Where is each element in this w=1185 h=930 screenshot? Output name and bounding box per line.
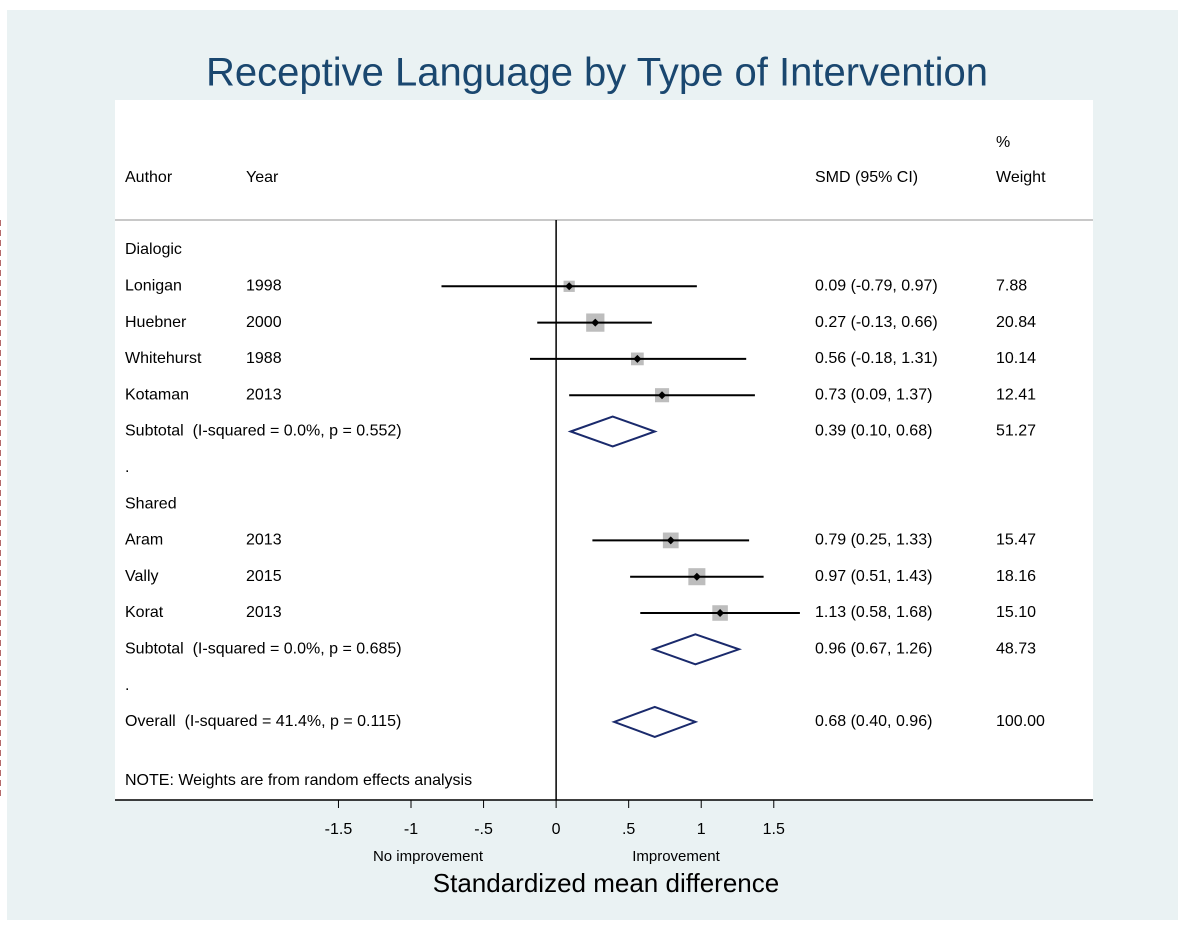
point xyxy=(666,536,675,545)
point xyxy=(591,318,600,327)
weight-label: 10.14 xyxy=(996,350,1036,367)
x-tick-label: -.5 xyxy=(474,821,493,838)
ci-label: 0.79 (0.25, 1.33) xyxy=(815,532,932,549)
point xyxy=(565,282,574,291)
header: % xyxy=(996,134,1010,151)
year: 1998 xyxy=(246,278,282,295)
ci-label: 0.39 (0.10, 0.68) xyxy=(815,423,932,440)
x-tick-label: -1 xyxy=(404,821,418,838)
x-tick-label: 1.5 xyxy=(763,821,785,838)
row-label: Shared xyxy=(125,495,177,512)
ci-label: 0.68 (0.40, 0.96) xyxy=(815,713,932,730)
x-tick-label: -1.5 xyxy=(325,821,353,838)
ci-label: 0.73 (0.09, 1.37) xyxy=(815,386,932,403)
row-label: Subtotal (I-squared = 0.0%, p = 0.685) xyxy=(125,641,402,658)
ci-label: 0.27 (-0.13, 0.66) xyxy=(815,314,938,331)
point xyxy=(716,609,725,617)
point xyxy=(658,391,667,400)
ci-label: 0.97 (0.51, 1.43) xyxy=(815,568,932,585)
year: 2013 xyxy=(246,386,282,403)
diamond xyxy=(567,415,658,448)
ci-label: 1.13 (0.58, 1.68) xyxy=(815,604,932,621)
author: Korat xyxy=(125,604,164,621)
header: Author xyxy=(125,169,173,186)
diamond xyxy=(650,633,743,666)
ci-label: 0.09 (-0.79, 0.97) xyxy=(815,278,938,295)
weight-label: 7.88 xyxy=(996,278,1027,295)
plot-area xyxy=(115,100,1093,800)
author: Aram xyxy=(125,532,163,549)
x-tick-label: 0 xyxy=(552,821,561,838)
point xyxy=(692,572,701,581)
left-note: No improvement xyxy=(373,848,484,865)
year: 2015 xyxy=(246,568,282,585)
weight-label: 100.00 xyxy=(996,713,1045,730)
x-axis-title: Standardized mean difference xyxy=(433,868,779,898)
ci-label: 0.56 (-0.18, 1.31) xyxy=(815,350,938,367)
chart-title: Receptive Language by Type of Interventi… xyxy=(206,51,988,95)
weight-label: 15.47 xyxy=(996,532,1036,549)
note: NOTE: Weights are from random effects an… xyxy=(125,772,472,789)
header: SMD (95% CI) xyxy=(815,169,918,186)
weight-label: 51.27 xyxy=(996,423,1036,440)
ci-label: 0.96 (0.67, 1.26) xyxy=(815,641,932,658)
author: Kotaman xyxy=(125,386,189,403)
diamond xyxy=(611,705,699,738)
weight-label: 15.10 xyxy=(996,604,1036,621)
x-tick-label: .5 xyxy=(622,821,635,838)
year: 2000 xyxy=(246,314,282,331)
weight-label: 20.84 xyxy=(996,314,1036,331)
row-label: Dialogic xyxy=(125,241,182,258)
point xyxy=(633,354,642,363)
row-label: . xyxy=(125,459,129,476)
row-label: Subtotal (I-squared = 0.0%, p = 0.552) xyxy=(125,423,402,440)
weight-label: 12.41 xyxy=(996,386,1036,403)
year: 2013 xyxy=(246,604,282,621)
header: Year xyxy=(246,169,279,186)
year: 1988 xyxy=(246,350,282,367)
author: Huebner xyxy=(125,314,187,331)
weight-label: 48.73 xyxy=(996,641,1036,658)
x-tick-label: 1 xyxy=(697,821,706,838)
author: Whitehurst xyxy=(125,350,202,367)
author: Lonigan xyxy=(125,278,182,295)
header: Weight xyxy=(996,169,1046,186)
author: Vally xyxy=(125,568,159,585)
row-label: . xyxy=(125,677,129,694)
row-label: Overall (I-squared = 41.4%, p = 0.115) xyxy=(125,713,401,730)
right-note: Improvement xyxy=(632,848,720,865)
weight-label: 18.16 xyxy=(996,568,1036,585)
year: 2013 xyxy=(246,532,282,549)
